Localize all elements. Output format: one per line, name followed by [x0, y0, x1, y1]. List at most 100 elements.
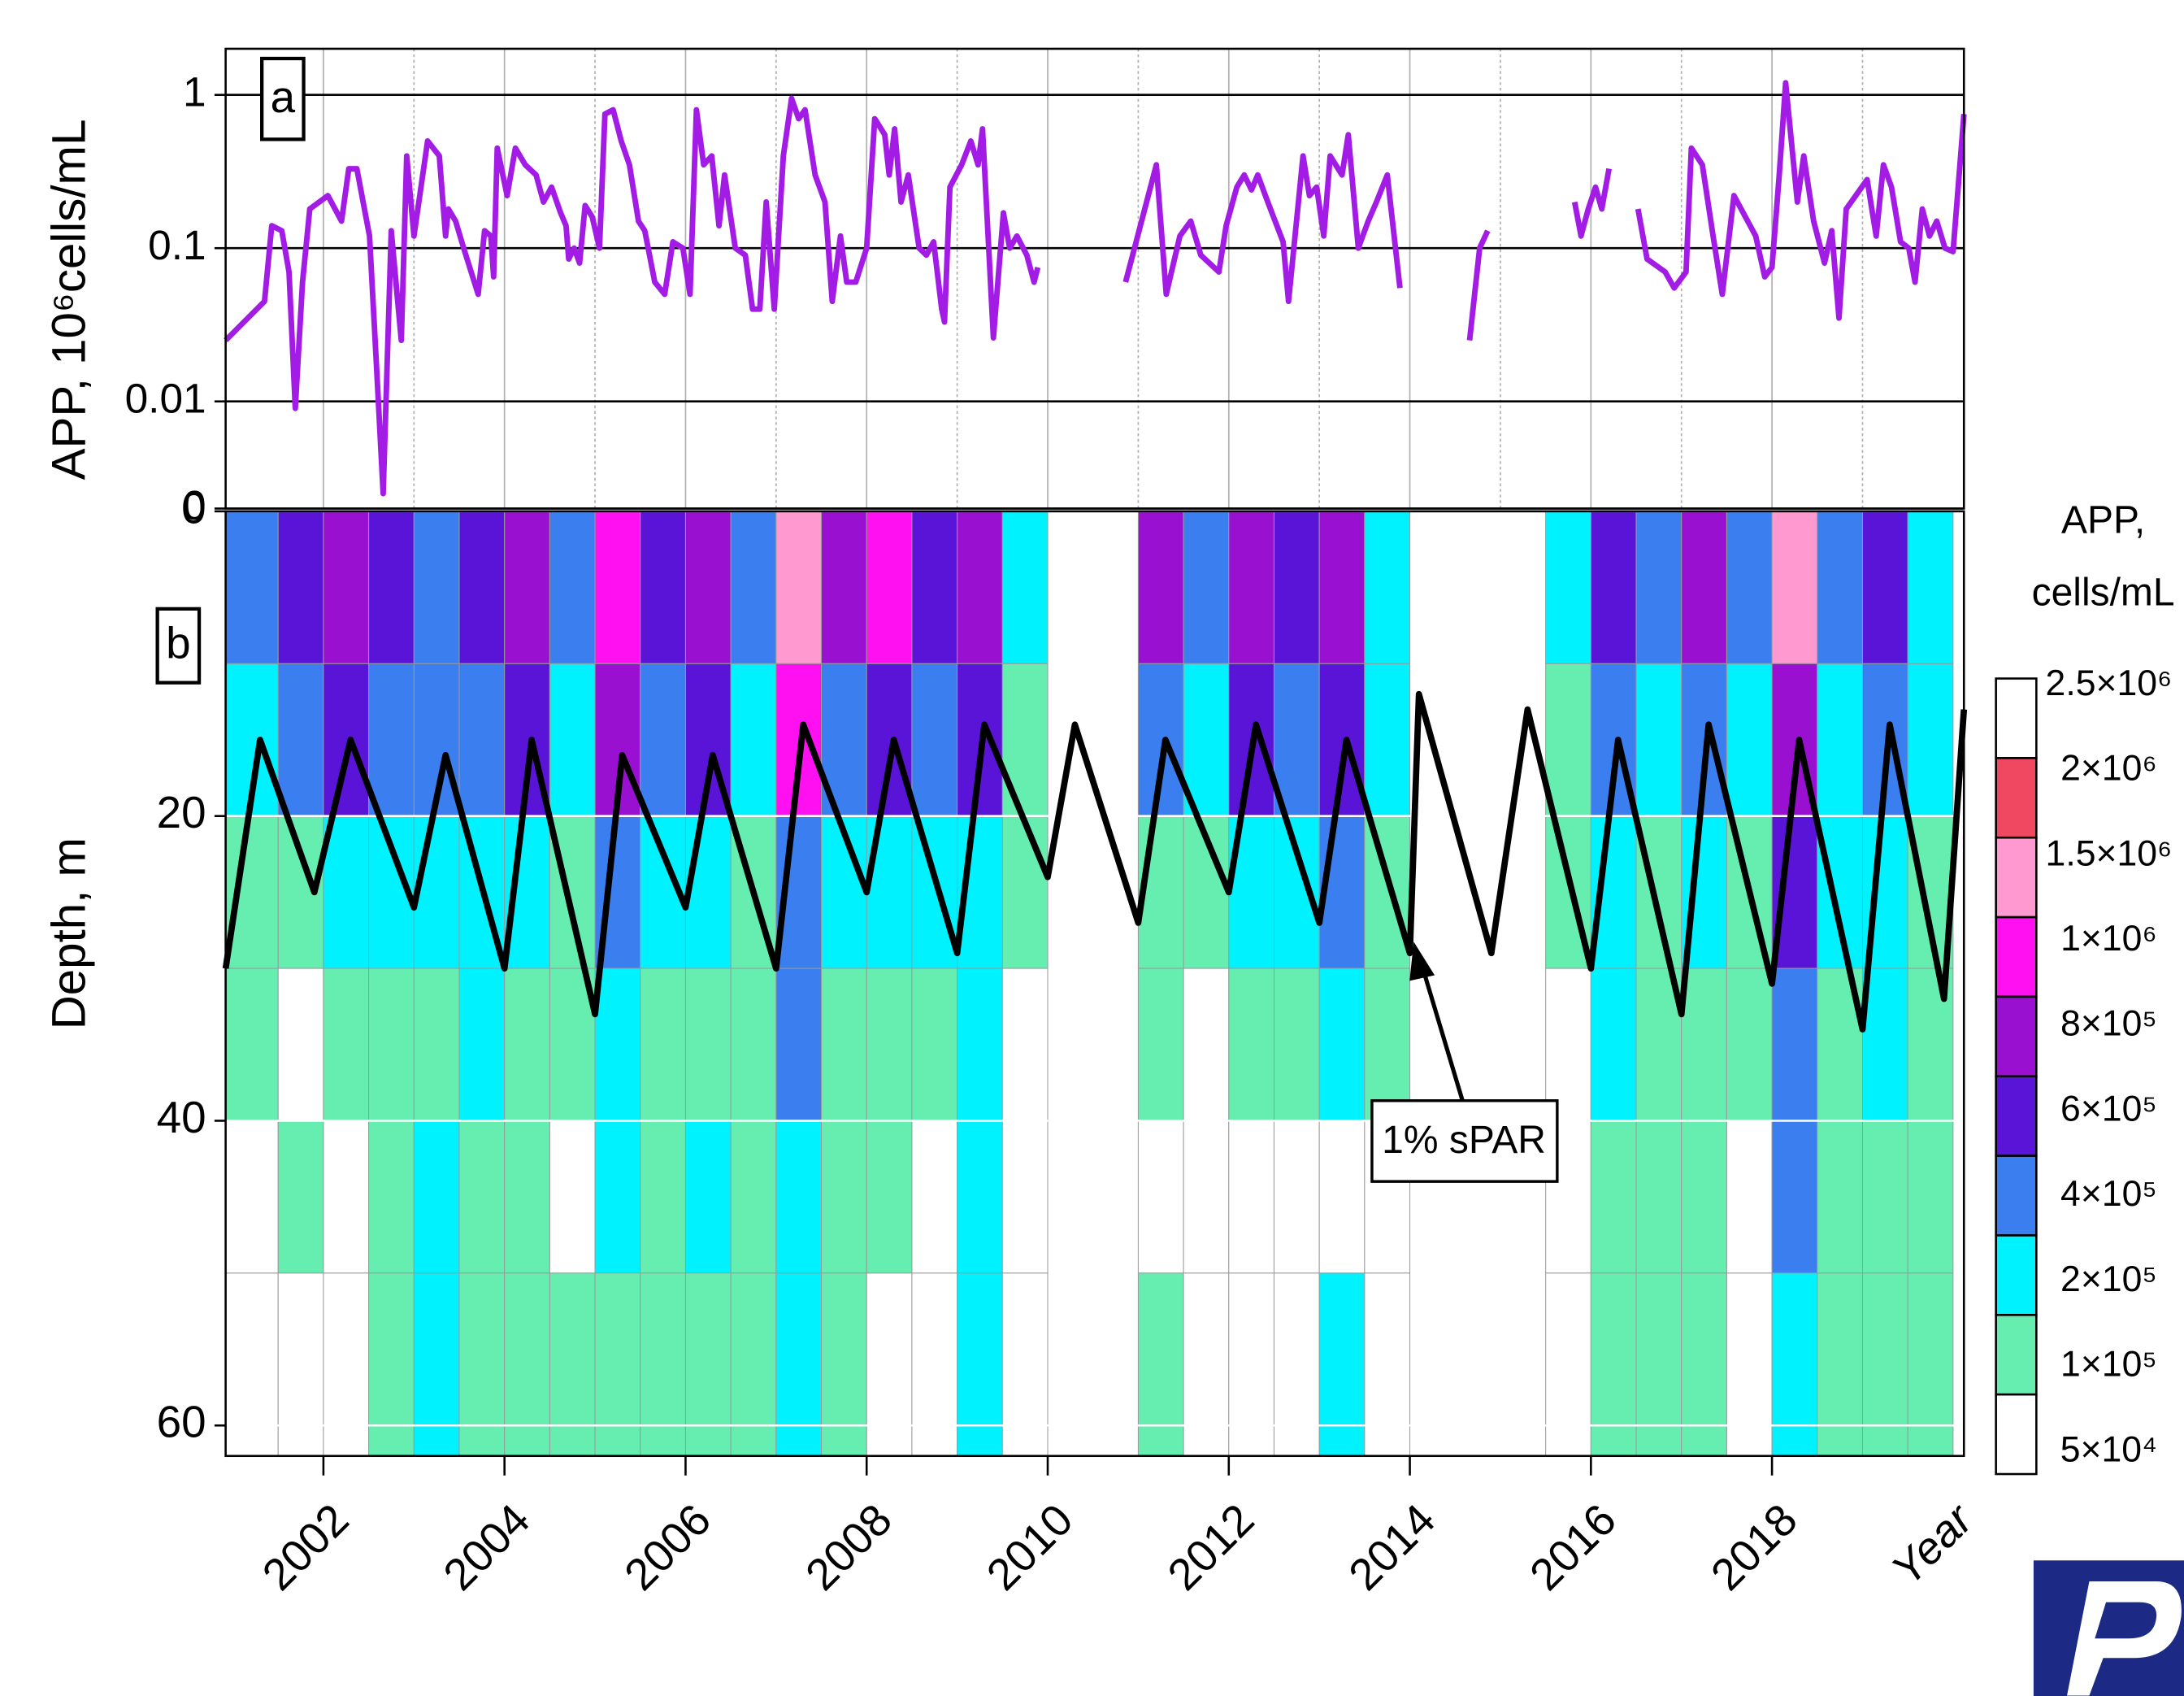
annotation: 1% sPAR: [1382, 1119, 1546, 1162]
y-axis-title: Depth, m: [43, 837, 96, 1029]
panel-label-box: [155, 607, 202, 685]
contour-cell: [1183, 1272, 1230, 1457]
contour-cell: [1726, 511, 1773, 664]
data-line: [222, 690, 1968, 1033]
contour-cell: [1228, 511, 1274, 664]
colorbar-label: 2.5×10⁶: [2046, 663, 2173, 703]
contour-cell: [413, 511, 460, 664]
x-tick-label: 2004: [433, 1494, 539, 1600]
contour-cell: [1001, 1120, 1049, 1274]
contour-cell: [1907, 1272, 1954, 1457]
contour-cell: [1137, 1272, 1184, 1457]
contour-cell: [1001, 1272, 1049, 1457]
contour-cell: [594, 1120, 641, 1274]
contour-cell: [368, 968, 415, 1121]
contour-cell: [1318, 1120, 1366, 1274]
colorbar-swatch: [1995, 915, 2038, 998]
contour-cell: [1001, 815, 1049, 969]
contour-cell: [911, 663, 958, 817]
contour-cell: [458, 1120, 506, 1274]
contour-cell: [277, 1272, 324, 1457]
contour-cell: [1001, 663, 1049, 817]
contour-cell: [1318, 511, 1366, 664]
colorbar-title: cells/mL: [2032, 571, 2175, 614]
contour-cell: [1137, 511, 1184, 664]
contour-cell: [1681, 968, 1727, 1121]
contour-cell: [1545, 663, 1591, 817]
contour-cell: [911, 1120, 958, 1274]
contour-cell: [866, 511, 913, 664]
y-tick-label: 40: [157, 1092, 206, 1142]
contour-cell: [1364, 511, 1411, 664]
x-axis-title: Year: [1882, 1493, 1984, 1595]
contour-cell: [866, 968, 913, 1121]
contour-cell: [1817, 663, 1864, 817]
contour-cell: [775, 1120, 823, 1274]
contour-cell: [911, 815, 958, 969]
y-axis-title: APP, 10⁶cells/mL: [43, 120, 96, 481]
contour-cell: [413, 1272, 460, 1457]
contour-cell: [277, 968, 324, 1121]
contour-cell: [1590, 1120, 1637, 1274]
x-tick-label: 2014: [1339, 1494, 1444, 1600]
contour-cell: [225, 1272, 279, 1457]
contour-cell: [1726, 663, 1773, 817]
colorbar-label: 2×10⁵: [2060, 1259, 2157, 1299]
contour-cell: [549, 1120, 596, 1274]
contour-cell: [1771, 511, 1818, 664]
contour-cell: [957, 511, 1003, 664]
contour-cell: [1364, 663, 1411, 817]
colorbar-title: APP,: [2061, 498, 2145, 541]
contour-cell: [730, 968, 777, 1121]
contour-cell: [1183, 663, 1230, 817]
contour-cell: [458, 968, 506, 1121]
colorbar-swatch: [1995, 836, 2038, 919]
contour-cell: [1273, 1120, 1320, 1274]
panel-frame: [224, 510, 1965, 1458]
contour-cell: [1635, 1272, 1683, 1457]
panel-frame: [224, 47, 1965, 510]
contour-cell: [1273, 968, 1320, 1121]
contour-cell: [504, 511, 550, 664]
x-tick-label: 2002: [253, 1494, 358, 1600]
panel-label: b: [166, 618, 191, 668]
contour-layer: [224, 48, 1967, 1457]
contour-cell: [684, 1120, 732, 1274]
contour-cell: [458, 1272, 506, 1457]
contour-cell: [1318, 663, 1366, 817]
contour-cell: [1861, 968, 1908, 1121]
colorbar-label: 6×10⁵: [2060, 1089, 2157, 1128]
contour-cell: [1817, 1272, 1864, 1457]
contour-cell: [866, 663, 913, 817]
contour-cell: [594, 511, 641, 664]
contour-cell: [1228, 1272, 1274, 1457]
colorbar-label: 1×10⁶: [2060, 919, 2157, 959]
contour-cell: [684, 968, 732, 1121]
colorbar-swatch: [1995, 757, 2038, 839]
contour-cell: [1137, 1120, 1184, 1274]
contour-cell: [957, 1120, 1003, 1274]
contour-cell: [684, 1272, 732, 1457]
contour-cell: [730, 1120, 777, 1274]
contour-cell: [1817, 1120, 1864, 1274]
contour-cell: [730, 511, 777, 664]
colorbar-swatch: [1995, 1234, 2038, 1316]
y-tick-label: 20: [157, 787, 206, 837]
data-line: [224, 80, 1967, 497]
contour-cell: [323, 1120, 370, 1274]
contour-cell: [594, 968, 641, 1121]
x-tick-label: 2008: [796, 1494, 901, 1600]
contour-cell: [1590, 511, 1637, 664]
contour-cell: [504, 1272, 550, 1457]
colorbar-swatch: [1995, 1155, 2038, 1237]
contour-cell: [821, 1120, 867, 1274]
contour-cell: [1635, 1120, 1683, 1274]
contour-cell: [504, 1120, 550, 1274]
panel-label: a: [271, 72, 296, 122]
contour-cell: [368, 1120, 415, 1274]
contour-cell: [1318, 968, 1366, 1121]
panel-label-box: [260, 56, 306, 141]
contour-cell: [640, 663, 686, 817]
contour-cell: [1726, 968, 1773, 1121]
